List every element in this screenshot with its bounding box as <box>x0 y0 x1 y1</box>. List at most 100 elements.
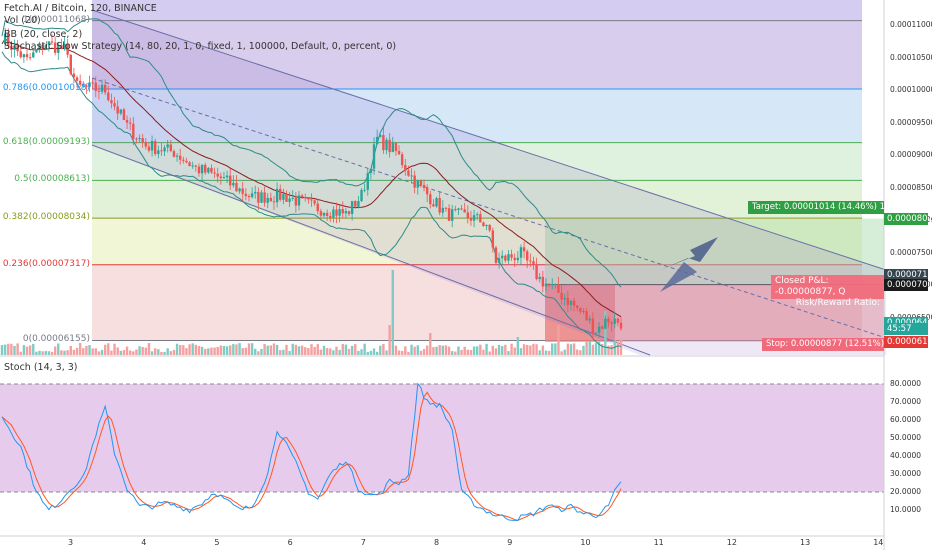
volume-bar <box>232 344 235 355</box>
volume-bar <box>310 344 313 355</box>
volume-bar <box>400 350 404 355</box>
candle-body <box>207 167 210 173</box>
volume-bar <box>441 345 445 355</box>
candle-body <box>172 151 176 157</box>
volume-bar <box>313 346 316 355</box>
volume-bar <box>529 345 532 355</box>
stoch-legend[interactable]: Stoch (14, 3, 3) <box>4 362 78 373</box>
candle-body <box>204 164 207 173</box>
candle-body <box>319 211 323 216</box>
candle-body <box>325 212 329 216</box>
fib-band-top <box>92 0 862 21</box>
volume-bar <box>257 351 260 355</box>
price-tick-label: 0.00010500 <box>890 52 932 62</box>
candle-body <box>532 261 535 265</box>
candle-body <box>457 208 460 210</box>
stoch-tick-label: 40.0000 <box>890 451 922 460</box>
candle-body <box>279 188 282 200</box>
volume-bar <box>513 347 516 355</box>
candle-body <box>213 172 216 174</box>
volume-bar <box>607 345 610 355</box>
stochastic-pane[interactable] <box>0 355 884 536</box>
volume-bar <box>604 311 607 355</box>
candle-body <box>53 42 57 53</box>
volume-bar <box>122 350 126 355</box>
volume-bar <box>44 351 47 355</box>
candle-body <box>107 92 110 101</box>
volume-bar <box>554 343 557 355</box>
channel-upper-line <box>91 9 887 271</box>
candle-body <box>122 109 126 120</box>
candle-body <box>360 189 363 202</box>
candle-body <box>551 284 554 286</box>
candle-body <box>601 326 604 329</box>
candle-body <box>385 139 388 151</box>
stoch-tick-label: 20.0000 <box>890 487 922 496</box>
stoch-k-line <box>1 382 622 522</box>
candle-body <box>388 139 391 153</box>
volume-bar <box>69 345 72 355</box>
volume-bar <box>288 351 291 355</box>
candle-body <box>238 188 241 192</box>
volume-bar <box>175 343 179 355</box>
price-tick-label: 0.00009500 <box>890 117 932 127</box>
candle-body <box>263 192 266 203</box>
candle-body <box>113 103 116 107</box>
candle-body <box>41 44 44 50</box>
volume-bar <box>16 343 19 355</box>
candle-body <box>410 175 413 177</box>
candle-body <box>366 173 369 190</box>
volume-bar <box>110 350 113 355</box>
volume-bar <box>238 343 241 355</box>
strategy-legend[interactable]: Stochastic Slow Strategy (14, 80, 20, 1,… <box>4 41 397 52</box>
volume-bar <box>385 350 388 355</box>
volume-bar <box>551 343 554 355</box>
candle-body <box>372 144 376 169</box>
volume-bar <box>341 343 344 355</box>
volume-bar <box>103 344 107 355</box>
candle-body <box>329 215 332 218</box>
fib-retracement[interactable] <box>0 0 884 355</box>
volume-bar <box>597 341 601 355</box>
price-tick-label: 0.00009000 <box>890 150 932 160</box>
symbol-title[interactable]: Fetch.AI / Bitcoin, 120, BINANCE <box>4 3 157 14</box>
volume-bar <box>166 348 169 355</box>
candle-body <box>613 318 616 324</box>
volume-bar <box>241 348 244 355</box>
fib-level-label: 0.5(0.00008613) <box>14 174 90 185</box>
volume-bar <box>541 345 545 355</box>
candle-body <box>288 198 291 202</box>
volume-bar <box>560 351 563 355</box>
volume-bar <box>491 345 495 355</box>
volume-bar <box>526 344 529 355</box>
price-tick-label: 0.00007500 <box>890 247 932 257</box>
candle-body <box>135 138 138 140</box>
candle-body <box>60 44 63 50</box>
candle-body <box>275 188 279 203</box>
volume-bar <box>469 349 473 355</box>
volume-bar <box>138 346 141 355</box>
volume-bar <box>363 343 366 355</box>
candle-body <box>28 57 32 59</box>
projection-arrow-icon[interactable] <box>660 237 718 292</box>
volume-bar <box>75 347 79 355</box>
volume-bar <box>438 345 441 355</box>
fib-level-label: 0(0.00006155) <box>22 334 90 345</box>
volume-bar <box>419 350 423 355</box>
volume-bar <box>482 349 485 355</box>
bollinger-legend[interactable]: BB (20, close, 2) <box>4 29 83 40</box>
volume-bar <box>466 349 470 355</box>
volume-bar <box>416 345 419 355</box>
volume-bar <box>13 345 16 355</box>
candle-body <box>604 318 607 329</box>
fib-band <box>92 142 862 181</box>
volume-bar <box>194 344 198 355</box>
volume-legend[interactable]: Vol (20) <box>4 15 41 26</box>
volume-bar <box>210 347 213 355</box>
volume-bar <box>463 346 466 355</box>
volume-bar <box>582 345 585 355</box>
candle-body <box>316 203 319 212</box>
volume-bar <box>41 351 44 355</box>
